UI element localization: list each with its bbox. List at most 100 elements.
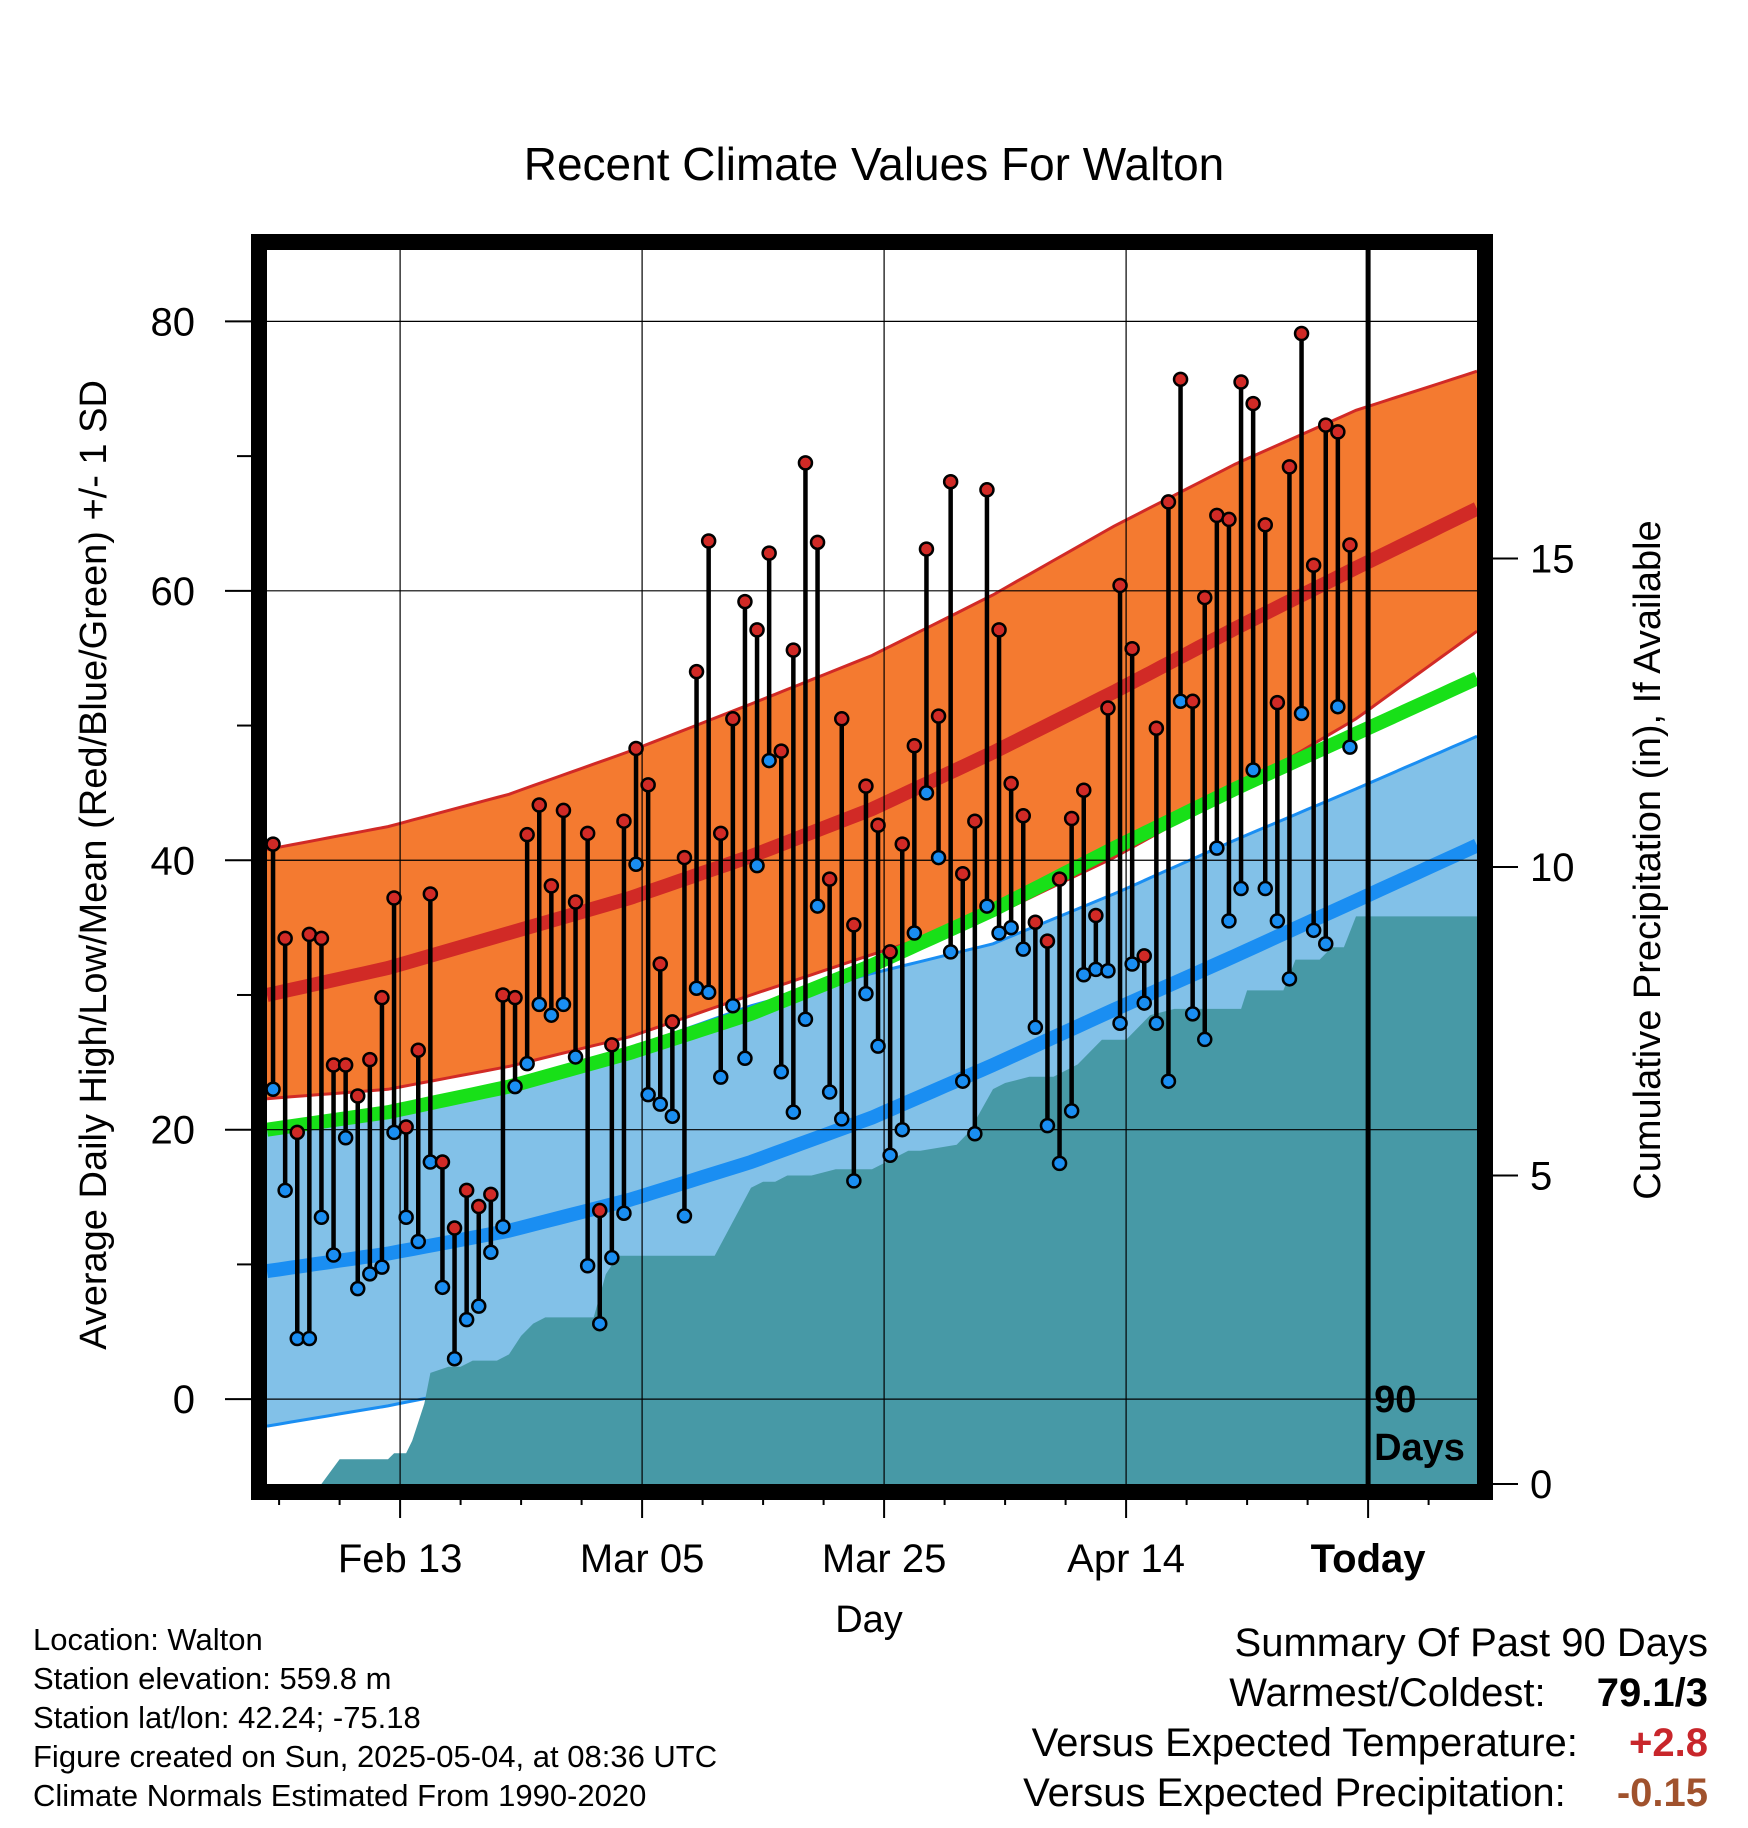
daily-low-point (1003, 919, 1019, 936)
info-normals: Climate Normals Estimated From 1990-2020 (33, 1778, 647, 1813)
daily-low-point (1076, 967, 1092, 983)
daily-low-point (1197, 1031, 1213, 1048)
left-y-axis-label: Average Daily High/Low/Mean (Red/Blue/Gr… (73, 380, 115, 1350)
daily-low-point (809, 898, 826, 914)
daily-high-point (761, 545, 777, 561)
daily-high-point (676, 849, 693, 866)
daily-low-point (894, 1121, 910, 1138)
precip-area (267, 916, 1477, 1484)
daily-high-point (628, 740, 644, 757)
daily-high-point (664, 1014, 681, 1030)
daily-high-point (458, 1182, 475, 1199)
daily-low-point (1063, 1103, 1080, 1119)
daily-low-point (652, 1096, 668, 1112)
daily-high-point (1003, 775, 1019, 792)
daily-low-point (543, 1007, 560, 1023)
daily-high-point (1160, 494, 1177, 510)
daily-low-point (398, 1209, 414, 1226)
warmest-coldest-value: 79.1/3 (1596, 1671, 1708, 1715)
daily-low-point (1209, 840, 1225, 856)
chart-title: Recent Climate Values For Walton (524, 138, 1225, 190)
daily-low-point (410, 1233, 426, 1250)
daily-low-point (713, 1069, 729, 1085)
daily-high-point (1063, 810, 1080, 827)
daily-high-point (773, 743, 789, 759)
daily-low-point (616, 1205, 632, 1221)
daily-high-point (1318, 417, 1334, 433)
daily-low-point (955, 1073, 971, 1089)
daily-high-point (1148, 720, 1165, 736)
daily-low-point (797, 1011, 814, 1027)
daily-low-point (362, 1266, 378, 1282)
daily-high-point (1233, 374, 1249, 390)
normal-high-line (265, 502, 1479, 1002)
daily-low-point (773, 1064, 789, 1080)
daily-low-point (350, 1280, 366, 1297)
daily-low-point (1015, 941, 1031, 957)
daily-high-point (1076, 782, 1092, 798)
daily-high-point (386, 890, 402, 906)
daily-low-point (664, 1108, 681, 1124)
daily-high-point (955, 865, 971, 882)
daily-low-point (640, 1086, 656, 1103)
daily-low-point (1027, 1019, 1044, 1036)
daily-high-point (1112, 577, 1128, 594)
temperature-departure-value: +2.8 (1629, 1721, 1708, 1765)
right-tick-label: 15 (1530, 538, 1575, 582)
daily-low-point (918, 785, 935, 801)
daily-high-point (967, 813, 983, 829)
daily-high-point (1015, 808, 1031, 824)
daily-low-point (1039, 1117, 1056, 1134)
today-marker-label-line2: Days (1374, 1427, 1465, 1469)
daily-low-point (1281, 971, 1298, 987)
daily-low-point (1148, 1015, 1165, 1032)
daily-low-point (870, 1038, 886, 1054)
plot-frame (251, 234, 1493, 1500)
daily-low-point (858, 985, 874, 1002)
daily-low-point (592, 1315, 608, 1332)
daily-low-point (1305, 922, 1322, 939)
daily-low-point (991, 925, 1007, 941)
daily-high-point (422, 886, 439, 902)
daily-high-point (870, 817, 886, 833)
daily-low-point (676, 1208, 693, 1224)
daily-low-point (337, 1130, 354, 1146)
daily-low-point (471, 1298, 487, 1314)
daily-low-point (1342, 739, 1358, 755)
daily-low-point (628, 856, 644, 873)
high-plus-sd-line (266, 369, 1478, 851)
daily-high-point (785, 642, 802, 658)
daily-high-point (1269, 694, 1286, 711)
daily-high-point (688, 663, 705, 680)
daily-low-point (979, 898, 995, 914)
daily-high-point (579, 825, 596, 842)
daily-high-point (277, 930, 293, 947)
daily-high-point (1197, 589, 1213, 606)
daily-low-point (785, 1104, 802, 1120)
daily-high-point (713, 825, 729, 842)
daily-low-point (374, 1259, 390, 1275)
station-info: Location: Walton Station elevation: 559.… (33, 1620, 717, 1815)
daily-high-point (313, 930, 330, 947)
daily-high-point (446, 1220, 463, 1236)
daily-high-point (846, 917, 862, 933)
daily-low-point (737, 1050, 753, 1067)
daily-low-point (1257, 880, 1273, 897)
daily-low-point (567, 1049, 584, 1065)
daily-low-point (1051, 1155, 1068, 1172)
daily-high-point (1221, 511, 1237, 528)
left-y-axis: 0 20 40 60 80 (151, 300, 251, 1422)
daily-low-point (1233, 880, 1249, 897)
daily-high-point (737, 593, 753, 610)
daily-high-point (543, 878, 560, 894)
daily-low-point (1184, 1006, 1201, 1022)
daily-low-point (446, 1350, 463, 1367)
daily-high-point (1039, 933, 1056, 949)
precipitation-departure-value: -0.15 (1616, 1771, 1708, 1815)
daily-high-point (991, 622, 1007, 638)
daily-low-point (1100, 962, 1116, 979)
daily-high-point (592, 1202, 608, 1219)
daily-high-point (725, 711, 741, 727)
warmest-coldest-label: Warmest/Coldest: (1229, 1671, 1546, 1715)
